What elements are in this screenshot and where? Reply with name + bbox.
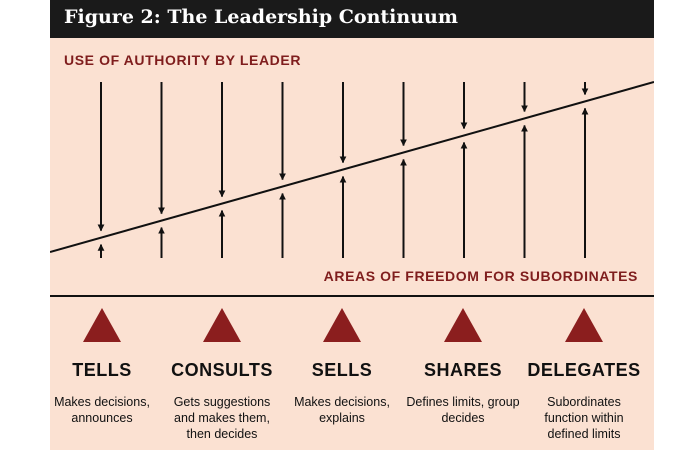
triangle-icon — [323, 308, 361, 342]
continuum-divide-line — [50, 81, 654, 253]
style-name: CONSULTS — [171, 360, 273, 380]
triangle-icon — [203, 308, 241, 342]
freedom-label: AREAS OF FREEDOM FOR SUBORDINATES — [323, 268, 638, 284]
style-name: SHARES — [423, 360, 502, 380]
style-name: SELLS — [311, 360, 373, 380]
figure-title: Figure 2: The Leadership Continuum — [64, 6, 458, 28]
continuum-diagram — [50, 81, 654, 258]
arrow-pairs — [97, 82, 589, 258]
style-description: Subordinates function within defined lim… — [544, 395, 624, 441]
style-description: Makes decisions, announces — [54, 395, 150, 425]
title-bar: Figure 2: The Leadership Continuum — [50, 0, 654, 38]
style-description: Makes decisions, explains — [294, 395, 390, 425]
section-divider — [50, 295, 654, 297]
style-description: Defines limits, group decides — [406, 395, 520, 425]
triangle-icon — [565, 308, 603, 342]
authority-label: USE OF AUTHORITY BY LEADER — [64, 52, 302, 68]
triangle-icon — [83, 308, 121, 342]
style-description: Gets suggestions and makes them, then de… — [173, 395, 271, 441]
style-name: DELEGATES — [527, 360, 641, 380]
triangle-icon — [444, 308, 482, 342]
leadership-continuum-figure: Figure 2: The Leadership Continuum USE O… — [50, 0, 654, 450]
style-name: TELLS — [72, 360, 132, 380]
